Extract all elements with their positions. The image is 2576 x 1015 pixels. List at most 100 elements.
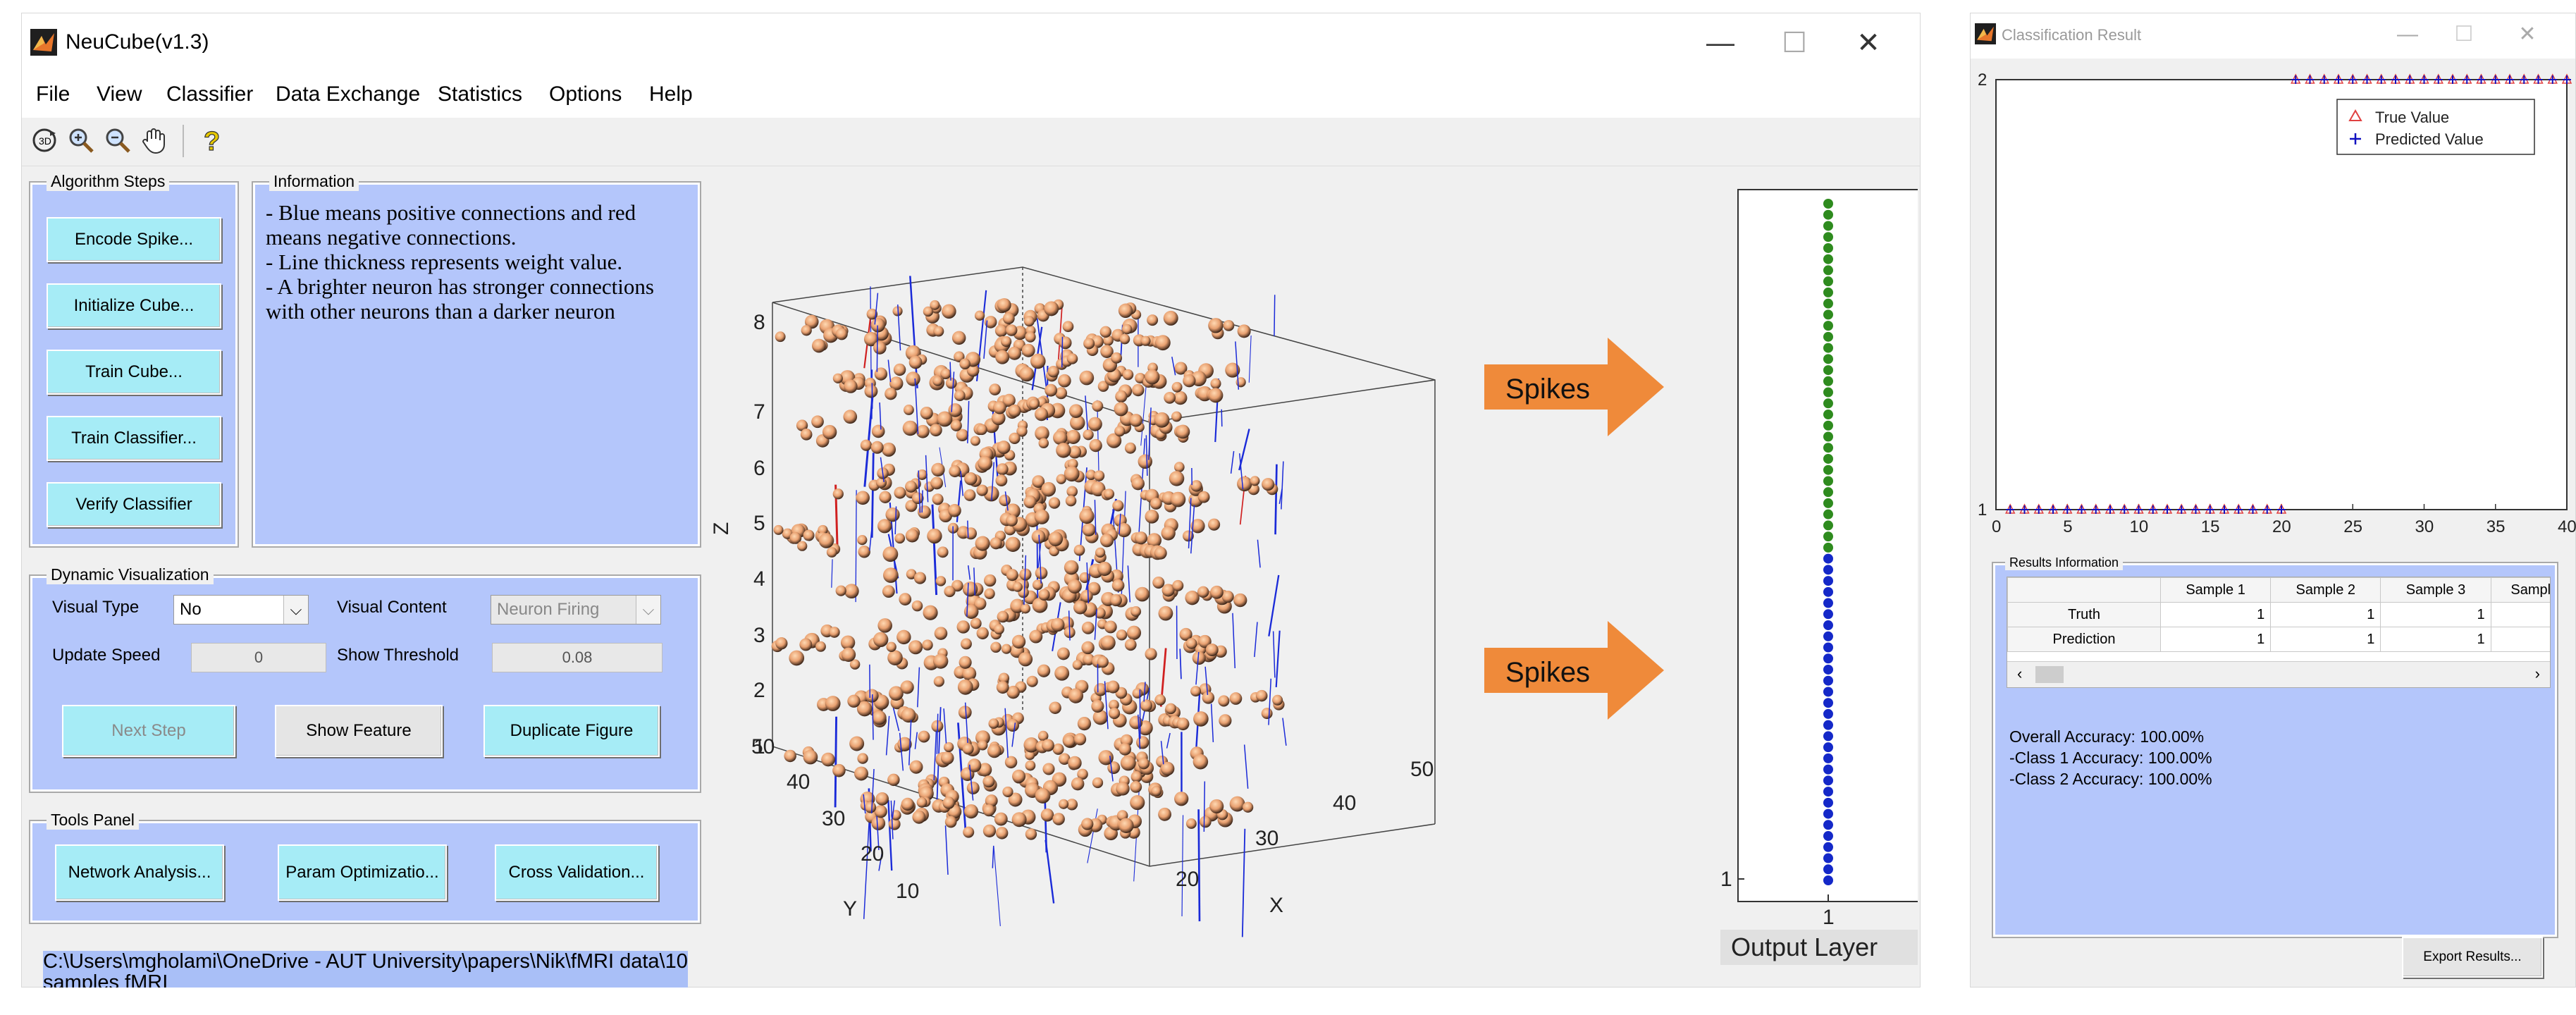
output-neuron-blue: [1823, 831, 1833, 842]
connection-line: [1087, 808, 1098, 863]
neuron: [911, 492, 924, 505]
neuron: [1068, 404, 1083, 418]
neuron: [1107, 433, 1122, 448]
train-cube-button[interactable]: Train Cube...: [47, 350, 221, 395]
neuron: [1129, 414, 1142, 427]
encode-spike-button[interactable]: Encode Spike...: [47, 217, 221, 262]
initialize-cube-button[interactable]: Initialize Cube...: [47, 283, 221, 328]
close-button[interactable]: ✕: [1856, 27, 1880, 59]
neuron: [1011, 634, 1026, 649]
table-header: Sample 1: [2159, 577, 2272, 603]
next-step-button[interactable]: Next Step: [62, 705, 235, 757]
neuron: [918, 730, 930, 743]
neuron: [906, 569, 917, 579]
network-analysis-button[interactable]: Network Analysis...: [55, 844, 224, 901]
help-icon[interactable]: ?: [197, 125, 228, 156]
neuron: [1140, 699, 1152, 712]
neuron: [1037, 730, 1049, 742]
neuron: [905, 500, 918, 512]
scroll-right-icon[interactable]: ›: [2534, 665, 2540, 682]
show-feature-button[interactable]: Show Feature: [275, 705, 443, 757]
neuron: [923, 306, 934, 317]
neuron: [1032, 579, 1043, 591]
cr-maximize-button[interactable]: ☐: [2454, 23, 2474, 46]
class1-accuracy: -Class 1 Accuracy: 100.00%: [2009, 749, 2212, 767]
neuron: [963, 489, 976, 501]
neuron: [916, 469, 928, 480]
neuron: [1158, 807, 1171, 821]
connection-line: [1143, 682, 1146, 702]
neuron: [1073, 544, 1085, 556]
neuron: [1012, 582, 1023, 592]
neuron: [800, 429, 813, 441]
neuron: [905, 529, 919, 543]
neuron: [1002, 393, 1016, 407]
export-results-button[interactable]: Export Results...: [2402, 937, 2543, 978]
neuron: [912, 810, 926, 824]
neuron: [885, 387, 897, 400]
scroll-left-icon[interactable]: ‹: [2017, 665, 2023, 682]
update-speed-field[interactable]: 0: [191, 643, 326, 672]
verify-classifier-button[interactable]: Verify Classifier: [47, 482, 221, 527]
menu-options[interactable]: Options: [549, 82, 622, 106]
neuron: [933, 326, 944, 337]
neuron: [811, 338, 826, 353]
output-x-tick: 1: [1823, 906, 1835, 929]
neuron: [1063, 734, 1076, 748]
output-neuron-blue: [1823, 698, 1833, 708]
show-threshold-field[interactable]: 0.08: [492, 643, 663, 672]
neuron: [1068, 445, 1082, 459]
rotate-3d-icon[interactable]: 3D: [29, 125, 60, 156]
horizontal-scrollbar[interactable]: ‹ ›: [2007, 661, 2550, 687]
neuron: [887, 650, 903, 665]
toolbar: 3D ?: [22, 119, 1920, 166]
table-header: Sample 3: [2380, 577, 2491, 603]
visual-type-select[interactable]: No ⌵: [173, 595, 309, 625]
connection-line: [1038, 534, 1042, 584]
neuron: [990, 537, 1002, 550]
neuron: [803, 529, 815, 541]
duplicate-figure-button[interactable]: Duplicate Figure: [483, 705, 660, 757]
scrollbar-thumb[interactable]: [2035, 666, 2064, 683]
neuron: [906, 371, 920, 386]
menu-file[interactable]: File: [36, 82, 70, 106]
matlab-icon: [1975, 23, 1996, 44]
neuron: [932, 493, 944, 505]
neuron: [994, 324, 1008, 337]
connection-line: [863, 794, 866, 814]
neuron: [1073, 601, 1087, 615]
neuron: [818, 533, 834, 548]
menu-statistics[interactable]: Statistics: [438, 82, 523, 106]
neuron: [784, 749, 796, 763]
neucube-3d-plot[interactable]: 1 2 3 4 5 6 7 8 Z 50 40 30 20 10 Y 20 30…: [698, 168, 1509, 972]
neuron: [963, 826, 975, 838]
visual-content-select[interactable]: Neuron Firing ⌵: [491, 595, 661, 625]
minimize-button[interactable]: —: [1706, 27, 1734, 59]
predicted-value-point: [2305, 75, 2315, 84]
neuron: [1136, 736, 1150, 749]
pan-hand-icon[interactable]: [139, 125, 170, 156]
neuron: [1208, 388, 1224, 403]
neuron: [1150, 498, 1162, 510]
output-neuron-blue: [1823, 708, 1833, 719]
neuron: [1092, 777, 1104, 789]
menu-classifier[interactable]: Classifier: [166, 82, 254, 106]
zoom-out-icon[interactable]: [102, 125, 133, 156]
train-classifier-button[interactable]: Train Classifier...: [47, 416, 221, 461]
cr-minimize-button[interactable]: —: [2397, 23, 2418, 46]
predicted-value-point: [2434, 75, 2443, 84]
menu-view[interactable]: View: [97, 82, 142, 106]
cross-validation-button[interactable]: Cross Validation...: [495, 844, 658, 901]
chevron-down-icon: ⌵: [636, 596, 660, 624]
cr-close-button[interactable]: ✕: [2518, 23, 2537, 46]
connection-line: [975, 290, 987, 381]
neuron: [1038, 589, 1050, 601]
zoom-in-icon[interactable]: [66, 125, 97, 156]
menu-data-exchange[interactable]: Data Exchange: [276, 82, 421, 106]
param-optimization-button[interactable]: Param Optimizatio...: [278, 844, 447, 901]
neuron: [826, 547, 837, 558]
maximize-button[interactable]: ☐: [1782, 27, 1807, 59]
neuron: [1272, 694, 1283, 706]
menu-help[interactable]: Help: [649, 82, 693, 106]
table-cell: 1: [2270, 627, 2381, 652]
